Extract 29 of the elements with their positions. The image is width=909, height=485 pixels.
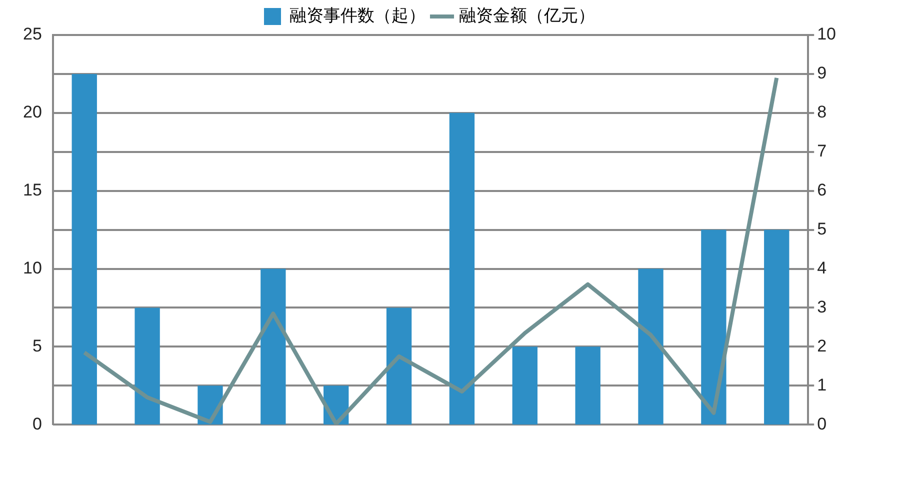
y-tick-label: 5 — [32, 336, 42, 356]
bar — [764, 230, 790, 425]
bar — [134, 308, 160, 425]
bar — [449, 112, 475, 425]
y2-tick-label: 8 — [817, 102, 827, 122]
y-tick-label: 25 — [22, 24, 42, 44]
y2-tick-label: 4 — [817, 258, 827, 278]
y2-tick-label: 6 — [817, 180, 827, 200]
bar — [72, 74, 97, 425]
y2-tick-label: 1 — [817, 375, 827, 394]
y2-tick-label: 3 — [817, 297, 827, 316]
bar — [638, 268, 664, 425]
y2-tick-label: 5 — [817, 219, 827, 238]
y-tick-label: 0 — [32, 414, 42, 434]
legend-label: 融资事件数（起） — [290, 6, 426, 26]
y-tick-label: 20 — [22, 102, 42, 122]
bar — [701, 230, 726, 425]
y2-tick-label: 2 — [817, 336, 827, 356]
y-tick-label: 15 — [22, 180, 42, 200]
bar — [575, 346, 600, 425]
y2-tick-label: 0 — [817, 414, 827, 434]
bar — [260, 268, 286, 425]
y2-tick-label: 10 — [817, 24, 836, 44]
bar — [386, 308, 412, 425]
y2-tick-label: 9 — [817, 64, 827, 83]
legend-label: 融资金额（亿元） — [459, 6, 595, 26]
y-tick-label: 10 — [22, 258, 42, 278]
bar — [512, 346, 538, 425]
y2-tick-label: 7 — [817, 142, 827, 161]
